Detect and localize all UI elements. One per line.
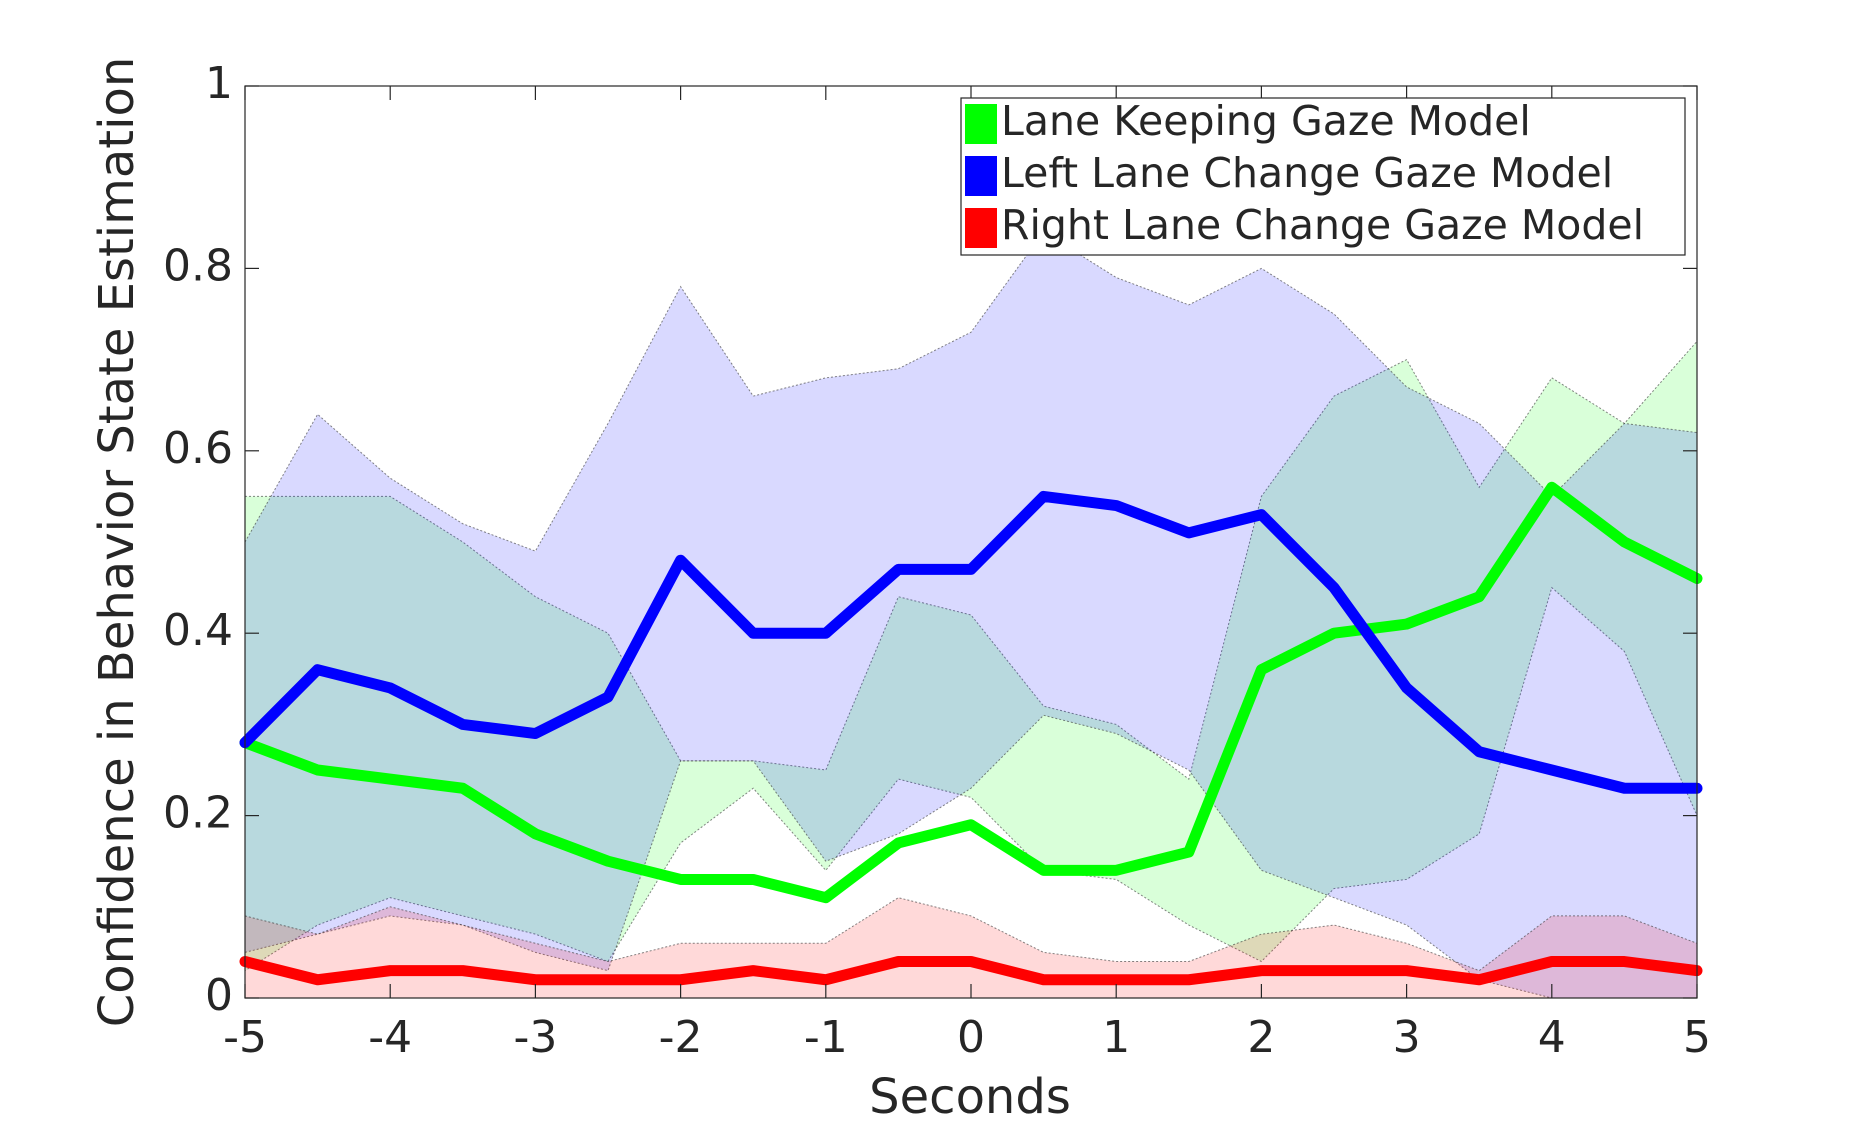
legend-label: Left Lane Change Gaze Model xyxy=(1001,149,1613,197)
y-tick-label: 0.8 xyxy=(163,240,233,291)
y-tick-label: 0.6 xyxy=(163,423,233,474)
y-tick-label: 1 xyxy=(205,58,233,109)
y-axis-label: Confidence in Behavior State Estimation xyxy=(89,57,145,1027)
legend-swatch xyxy=(965,156,997,196)
x-tick-label: 1 xyxy=(1102,1012,1130,1063)
x-tick-label: -2 xyxy=(659,1012,703,1063)
mean-line xyxy=(239,956,1703,986)
legend-swatch xyxy=(965,208,997,248)
x-tick-label: 0 xyxy=(957,1012,985,1063)
confidence-band xyxy=(244,231,1698,999)
x-tick-label: -3 xyxy=(513,1012,557,1063)
x-tick-label: 4 xyxy=(1538,1012,1566,1063)
y-tick-label: 0.4 xyxy=(163,605,233,656)
x-tick-label: 5 xyxy=(1683,1012,1711,1063)
legend-box xyxy=(960,97,1686,256)
y-tick-label: 0 xyxy=(205,970,233,1021)
legend-swatch xyxy=(965,104,997,144)
x-tick-label: -4 xyxy=(368,1012,412,1063)
mean-line xyxy=(239,490,1703,794)
legend-label: Lane Keeping Gaze Model xyxy=(1001,97,1531,145)
legend-label: Right Lane Change Gaze Model xyxy=(1001,201,1644,249)
x-tick-label: -1 xyxy=(804,1012,848,1063)
x-tick-label: -5 xyxy=(223,1012,267,1063)
mean-line xyxy=(239,481,1703,904)
x-tick-label: 3 xyxy=(1393,1012,1421,1063)
y-tick-label: 0.2 xyxy=(163,788,233,839)
x-axis-label: Seconds xyxy=(869,1069,1071,1121)
x-tick-label: 2 xyxy=(1247,1012,1275,1063)
